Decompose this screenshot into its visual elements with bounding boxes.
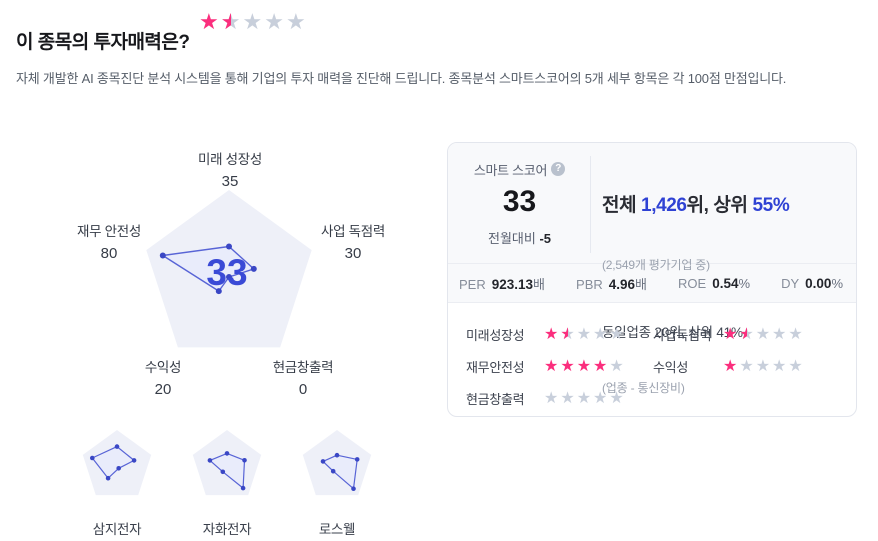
overall-top-percent: 55% <box>752 195 790 216</box>
smart-score-radar-chart: 33 <box>146 190 312 348</box>
smart-score-column: 스마트 스코어? 33 전월대비 -5 <box>448 143 591 263</box>
svg-text:33: 33 <box>206 252 247 293</box>
metric-per: PER 923.13배 <box>459 274 545 293</box>
mom-value: -5 <box>539 230 552 246</box>
metric-label: ROE <box>678 275 707 291</box>
rating-row-cash-generation: 현금창출력 ★ ★ ★ ★ ★ <box>466 384 653 413</box>
metric-value: 0.54 <box>712 275 739 291</box>
rating-row-financial-safety: 재무안전성 ★ ★ ★ ★ ★ <box>466 352 653 381</box>
overall-star-rating: ★ ★ ★ ★ ★ <box>199 11 308 34</box>
peer-name: 자화전자 <box>202 522 252 537</box>
metric-suffix: % <box>831 275 843 291</box>
radar-axis-financial-safety: 재무 안전성 80 <box>39 220 179 262</box>
radar-axis-label: 사업 독점력 <box>320 224 386 239</box>
mom-label: 전월대비 <box>487 230 536 246</box>
metric-suffix: 배 <box>635 276 648 292</box>
radar-axis-label: 현금창출력 <box>272 360 334 375</box>
metric-suffix: 배 <box>533 276 545 292</box>
radar-axis-value: 30 <box>344 245 362 262</box>
rating-row-business-monopoly: 사업독점력 ★ ★ ★ ★ ★ <box>653 320 863 349</box>
radar-axis-business-monopoly: 사업 독점력 30 <box>283 220 423 262</box>
peer-radar-chart <box>302 430 372 496</box>
metric-pbr: PBR 4.96배 <box>576 274 647 293</box>
page-title: 이 종목의 투자매력은? <box>16 31 190 53</box>
peer-name: 로스웰 <box>318 522 356 537</box>
rating-label: 수익성 <box>653 360 688 375</box>
rating-row-profitability: 수익성 ★ ★ ★ ★ ★ <box>653 352 863 381</box>
radar-axis-label: 미래 성장성 <box>197 152 263 167</box>
month-over-month: 전월대비 -5 <box>488 228 551 247</box>
radar-axis-value: 20 <box>154 381 172 398</box>
industry-rank-line: 동일업종 20위, 상위 41% <box>602 325 743 340</box>
metric-label: DY <box>781 275 800 291</box>
radar-axis-label: 재무 안전성 <box>76 224 142 239</box>
metric-roe: ROE 0.54% <box>678 276 750 291</box>
metric-value: 0.00 <box>805 275 832 291</box>
metric-suffix: % <box>738 275 751 291</box>
overall-rank-line: 전체 1,426위, 상위 55% <box>602 194 856 218</box>
star-rating: ★ ★ ★ ★ ★ <box>723 357 803 375</box>
radar-axis-value: 80 <box>100 245 118 262</box>
peer-radar-chart <box>82 430 152 496</box>
peer-name: 삼지전자 <box>92 522 142 537</box>
metric-label: PER <box>459 276 486 292</box>
peer-radar-chart <box>192 430 262 496</box>
rank-prefix: 전체 <box>602 195 642 216</box>
star-rating: ★ ★ ★ ★ ★ <box>544 389 624 407</box>
metric-label: PBR <box>576 276 603 292</box>
score-card-header: 스마트 스코어? 33 전월대비 -5 전체 1,426위, 상위 55% (2… <box>448 143 856 395</box>
rating-label: 재무안전성 <box>466 360 525 375</box>
rank-column: 전체 1,426위, 상위 55% (2,549개 평가기업 중) 동일업종 2… <box>591 143 856 395</box>
radar-axis-value: 35 <box>221 173 239 190</box>
smart-score-card: 스마트 스코어? 33 전월대비 -5 전체 1,426위, 상위 55% (2… <box>447 142 857 417</box>
peer-item-samji-electronics[interactable]: 삼지전자 <box>71 427 163 538</box>
radar-axis-future-growth: 미래 성장성 35 <box>160 148 300 190</box>
rank-note: (2,549개 평가기업 중) <box>602 258 710 272</box>
smart-score-label-row: 스마트 스코어? <box>473 160 566 180</box>
star-rating: ★ ★ ★ ★ ★ <box>723 326 805 343</box>
metric-dy: DY 0.00% <box>781 276 843 291</box>
rating-label: 현금창출력 <box>466 392 525 407</box>
industry-note: (업종 - 통신장비) <box>602 381 685 395</box>
rating-label: 미래성장성 <box>466 328 525 343</box>
radar-axis-label: 수익성 <box>144 360 182 375</box>
smart-score-label: 스마트 스코어 <box>473 162 548 178</box>
category-ratings-grid: 미래성장성 ★★★★★ 사업독점력 ★★★★★ 재무안전성 ★★★★★ 수익성 … <box>448 303 856 413</box>
metric-value: 4.96 <box>608 276 636 292</box>
peer-item-jahwa-electronics[interactable]: 자화전자 <box>181 427 273 538</box>
star-rating: ★ ★ ★ ★ ★ <box>544 357 624 375</box>
valuation-metrics-row: PER 923.13배 PBR 4.96배 ROE 0.54% DY 0.00% <box>448 264 856 303</box>
star-rating: ★ ★ ★ ★ ★ <box>544 326 626 343</box>
radar-axis-value: 0 <box>298 381 308 398</box>
rating-label: 사업독점력 <box>653 328 712 343</box>
rating-row-future-growth: 미래성장성 ★ ★ ★ ★ ★ <box>466 320 653 349</box>
page-subtitle: 자체 개발한 AI 종목진단 분석 시스템을 통해 기업의 투자 매력을 진단해… <box>16 71 787 86</box>
peer-item-roswell[interactable]: 로스웰 <box>291 427 383 538</box>
metric-value: 923.13 <box>491 276 534 292</box>
rank-mid: 위, 상위 <box>686 195 753 216</box>
radar-axis-profitability: 수익성 20 <box>93 356 233 398</box>
smart-score-value: 33 <box>502 184 537 218</box>
radar-axis-cash-generation: 현금창출력 0 <box>233 356 373 398</box>
help-icon[interactable]: ? <box>551 161 566 176</box>
overall-rank-value: 1,426 <box>641 195 687 216</box>
